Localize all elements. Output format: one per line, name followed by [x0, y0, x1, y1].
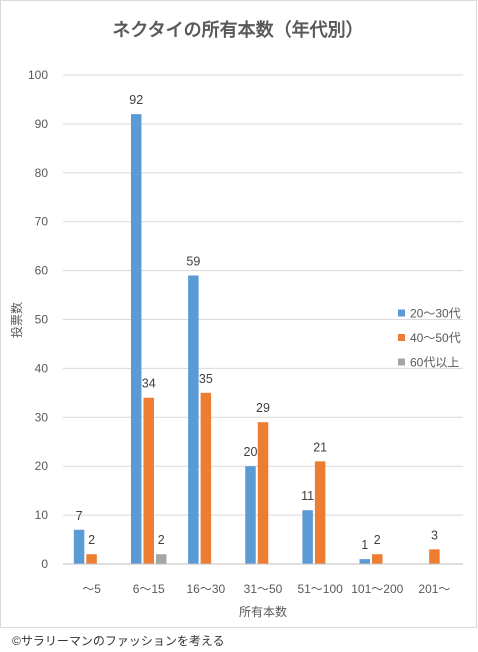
tick-labels: 0 10 20 30 40 50 60 70 80 90 100 ～5 6～15 16～30 31～50 51…: [28, 68, 450, 596]
data-label: 2: [374, 533, 381, 547]
y-tick-label: 10: [35, 508, 49, 522]
bar-series-2-cat-1: [155, 554, 167, 564]
copyright-footer: ©サラリーマンのファッションを考える: [12, 634, 225, 648]
bar-series-0-cat-4: [302, 510, 313, 564]
bar-series-1-cat-4: [314, 461, 326, 564]
bar-series-1-cat-6: [429, 549, 440, 564]
y-tick-label: 40: [35, 361, 49, 375]
y-tick-label: 20: [35, 459, 49, 473]
data-label: 1: [361, 538, 368, 552]
data-label: 21: [313, 440, 327, 454]
legend-swatch: [398, 309, 405, 317]
bar-series-0-cat-1: [130, 114, 142, 565]
legend-swatch: [398, 358, 405, 366]
x-tick-label: 101～200: [351, 582, 403, 596]
legend-label: 20～30代: [410, 307, 461, 321]
data-label: 3: [431, 528, 438, 542]
x-tick-label: 16～30: [187, 582, 226, 596]
y-tick-label: 100: [28, 68, 48, 82]
chart-title: ネクタイの所有本数（年代別）: [112, 19, 363, 40]
y-tick-label: 80: [35, 166, 49, 180]
legend-label: 60代以上: [410, 356, 459, 370]
y-tick-label: 0: [41, 557, 48, 571]
bar-series-1-cat-2: [200, 392, 212, 564]
y-tick-label: 90: [35, 117, 49, 131]
gridlines: [63, 74, 463, 516]
x-axis-title: 所有本数: [239, 604, 287, 619]
bar-series-0-cat-3: [245, 466, 256, 564]
y-tick-label: 50: [35, 313, 49, 327]
data-label: 92: [129, 93, 143, 107]
bar-series-1-cat-1: [143, 397, 154, 564]
x-tick-label: ～5: [82, 582, 101, 596]
data-label: 29: [256, 401, 270, 415]
data-label: 20: [244, 445, 258, 459]
x-tick-label: 51～100: [297, 582, 343, 596]
y-tick-label: 70: [35, 215, 49, 229]
data-label: 35: [199, 372, 213, 386]
x-tick-label: 31～50: [244, 582, 283, 596]
y-tick-label: 30: [35, 410, 49, 424]
data-label: 7: [76, 509, 83, 523]
bar-series-0-cat-2: [188, 275, 199, 564]
chart-frame: [0, 0, 477, 628]
x-tick-label: 6～15: [133, 582, 165, 596]
y-tick-label: 60: [35, 264, 49, 278]
data-label: 34: [142, 377, 156, 391]
bar-series-1-cat-5: [372, 554, 383, 564]
bar-series-1-cat-3: [257, 422, 269, 564]
x-tick-label: 201～: [418, 582, 450, 596]
y-axis-title: 投票数: [9, 302, 24, 338]
bar-series-1-cat-0: [86, 554, 97, 564]
data-label: 11: [301, 489, 314, 503]
legend: 20～30代 40～50代 60代以上: [398, 307, 461, 370]
data-label: 2: [88, 533, 95, 547]
data-label: 59: [186, 254, 200, 268]
bar-series-0-cat-5: [359, 559, 371, 564]
bar-series-0-cat-0: [73, 529, 85, 564]
legend-label: 40～50代: [410, 331, 461, 345]
legend-swatch: [398, 334, 405, 341]
bars: [73, 114, 440, 565]
data-label: 2: [158, 533, 165, 547]
